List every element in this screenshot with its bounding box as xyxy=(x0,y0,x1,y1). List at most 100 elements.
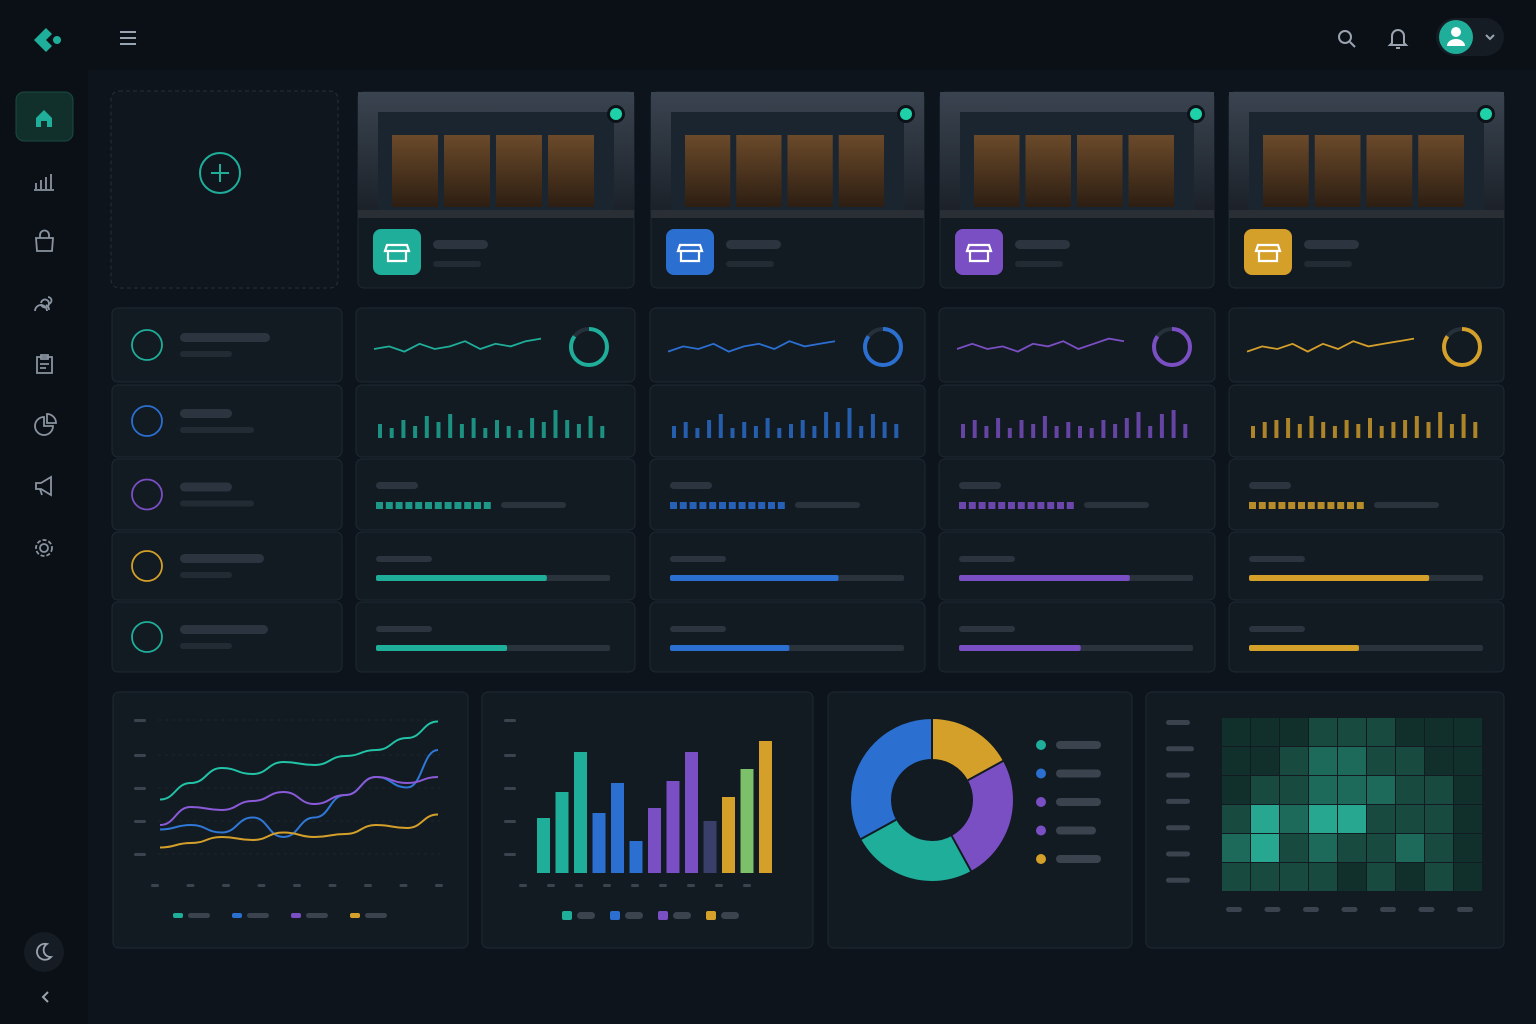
placeholder-text xyxy=(1166,851,1190,857)
legend-swatch xyxy=(350,913,360,918)
heatmap-cell xyxy=(1338,805,1366,833)
nav-analytics[interactable] xyxy=(34,174,54,191)
donut-segment xyxy=(851,719,1013,881)
block-progress xyxy=(959,502,1074,509)
placeholder-text xyxy=(1056,855,1101,863)
store-window xyxy=(444,135,490,207)
metric-card xyxy=(355,531,636,601)
collapse-button[interactable] xyxy=(41,991,49,1003)
mini-bar xyxy=(1403,420,1408,438)
sidebar xyxy=(0,0,88,1024)
placeholder-text xyxy=(188,913,210,918)
nav-orders[interactable] xyxy=(35,229,54,252)
notifications-button[interactable] xyxy=(1387,29,1409,49)
bar xyxy=(537,818,550,873)
metric-card xyxy=(1228,601,1505,673)
nav-statistics[interactable] xyxy=(34,413,57,436)
placeholder-text xyxy=(575,884,583,887)
add-icon xyxy=(199,152,241,194)
placeholder-text xyxy=(1264,907,1281,912)
bar xyxy=(648,808,661,873)
store-icon-glyph xyxy=(1254,243,1282,263)
heatmap-cell xyxy=(1454,718,1482,746)
placeholder-text xyxy=(625,912,643,919)
mini-bar xyxy=(1066,422,1071,438)
donut-divider xyxy=(859,818,897,841)
heatmap-cell xyxy=(1367,863,1395,891)
mini-bar xyxy=(1391,422,1396,438)
heatmap-cell xyxy=(1309,834,1337,862)
legend-swatch xyxy=(706,911,716,920)
heatmap-cell xyxy=(1251,747,1279,775)
block-progress xyxy=(1249,502,1364,509)
mini-bar xyxy=(730,428,735,438)
placeholder-text xyxy=(1056,769,1101,778)
heatmap-cell xyxy=(1454,776,1482,804)
heatmap-cell xyxy=(1425,718,1453,746)
mini-bar xyxy=(495,420,499,438)
mini-bar xyxy=(1054,426,1059,438)
store-window xyxy=(496,135,542,207)
heatmap-cell xyxy=(1222,747,1250,775)
metric-card xyxy=(938,601,1216,673)
placeholder-text xyxy=(151,884,159,887)
placeholder-text xyxy=(134,719,146,722)
search-button[interactable] xyxy=(1338,30,1356,48)
heatmap-cell xyxy=(1425,776,1453,804)
placeholder-text xyxy=(180,409,232,418)
metric-icon xyxy=(131,621,163,653)
menu-button[interactable] xyxy=(120,31,136,45)
mini-bar xyxy=(378,424,382,438)
placeholder-text xyxy=(1457,907,1473,912)
mini-bar xyxy=(436,422,441,438)
mini-bar xyxy=(1286,418,1291,438)
add-store-card[interactable] xyxy=(110,90,339,289)
progress-bar xyxy=(1249,575,1430,581)
heatmap-cell xyxy=(1396,834,1424,862)
metric-card xyxy=(649,307,926,383)
status-dot-fill xyxy=(1190,108,1202,120)
heatmap-cell xyxy=(1251,834,1279,862)
metric-card xyxy=(355,307,636,383)
mini-bar xyxy=(961,424,965,438)
metric-card xyxy=(649,458,926,531)
donut-segment xyxy=(851,719,1013,881)
profile-menu[interactable] xyxy=(1436,18,1504,56)
mini-bar xyxy=(1031,424,1036,438)
metric-card xyxy=(1228,531,1505,601)
store-icon-glyph xyxy=(965,243,993,263)
placeholder-text xyxy=(1166,825,1190,831)
mini-bar xyxy=(459,424,464,438)
placeholder-text xyxy=(1084,502,1149,508)
legend-swatch xyxy=(291,913,301,918)
nav-marketing[interactable] xyxy=(35,475,52,497)
metric-icon xyxy=(131,329,163,361)
store-window xyxy=(392,135,438,207)
legend-dot xyxy=(1036,740,1046,750)
logo xyxy=(34,28,52,52)
mini-bar xyxy=(576,424,581,438)
nav-settings[interactable] xyxy=(39,543,49,553)
placeholder-text xyxy=(134,787,146,790)
store-window xyxy=(1025,135,1071,207)
placeholder-text xyxy=(306,913,328,918)
mini-bar xyxy=(672,426,676,438)
metric-card xyxy=(1228,384,1505,458)
progress-bar xyxy=(1249,645,1359,651)
mini-bar xyxy=(588,416,593,438)
metric-icon xyxy=(131,478,163,511)
store-sidewalk xyxy=(1229,210,1504,218)
placeholder-text xyxy=(504,754,516,757)
mini-bar xyxy=(1274,420,1279,438)
placeholder-text xyxy=(670,482,712,489)
placeholder-text xyxy=(1166,877,1190,883)
placeholder-text xyxy=(959,482,1001,489)
legend-swatch xyxy=(562,911,572,920)
placeholder-text xyxy=(1303,907,1319,912)
nav-customers[interactable] xyxy=(34,296,53,312)
nav-reports[interactable] xyxy=(36,354,53,374)
mini-bar xyxy=(424,416,429,438)
placeholder-text xyxy=(180,333,270,342)
heatmap-cell xyxy=(1425,747,1453,775)
placeholder-text xyxy=(1249,482,1291,489)
